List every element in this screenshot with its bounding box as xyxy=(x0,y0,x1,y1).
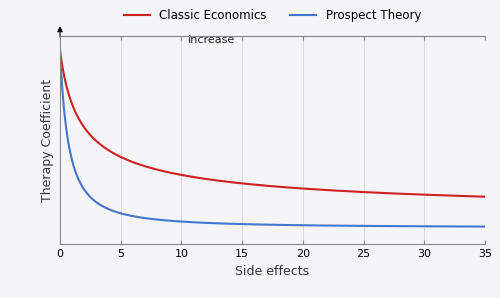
Classic Economics xyxy=(261,184,267,187)
Classic Economics xyxy=(142,164,148,168)
Line: Classic Economics: Classic Economics xyxy=(60,51,485,197)
Prospect Theory xyxy=(142,216,148,220)
X-axis label: Side effects: Side effects xyxy=(236,265,310,278)
Classic Economics xyxy=(57,49,63,52)
Classic Economics xyxy=(462,194,468,198)
Prospect Theory xyxy=(57,49,63,52)
Classic Economics xyxy=(198,176,204,180)
Prospect Theory xyxy=(261,223,267,226)
Prospect Theory xyxy=(315,224,321,227)
Prospect Theory xyxy=(482,225,488,228)
Classic Economics xyxy=(315,188,321,191)
Prospect Theory xyxy=(226,222,232,226)
Prospect Theory xyxy=(462,225,468,228)
Y-axis label: Therapy Coefficient: Therapy Coefficient xyxy=(42,78,54,202)
Text: Increase: Increase xyxy=(188,35,235,45)
Prospect Theory xyxy=(198,221,204,224)
Line: Prospect Theory: Prospect Theory xyxy=(60,51,485,226)
Classic Economics xyxy=(482,195,488,198)
Classic Economics xyxy=(226,180,232,184)
Legend: Classic Economics, Prospect Theory: Classic Economics, Prospect Theory xyxy=(119,4,426,27)
